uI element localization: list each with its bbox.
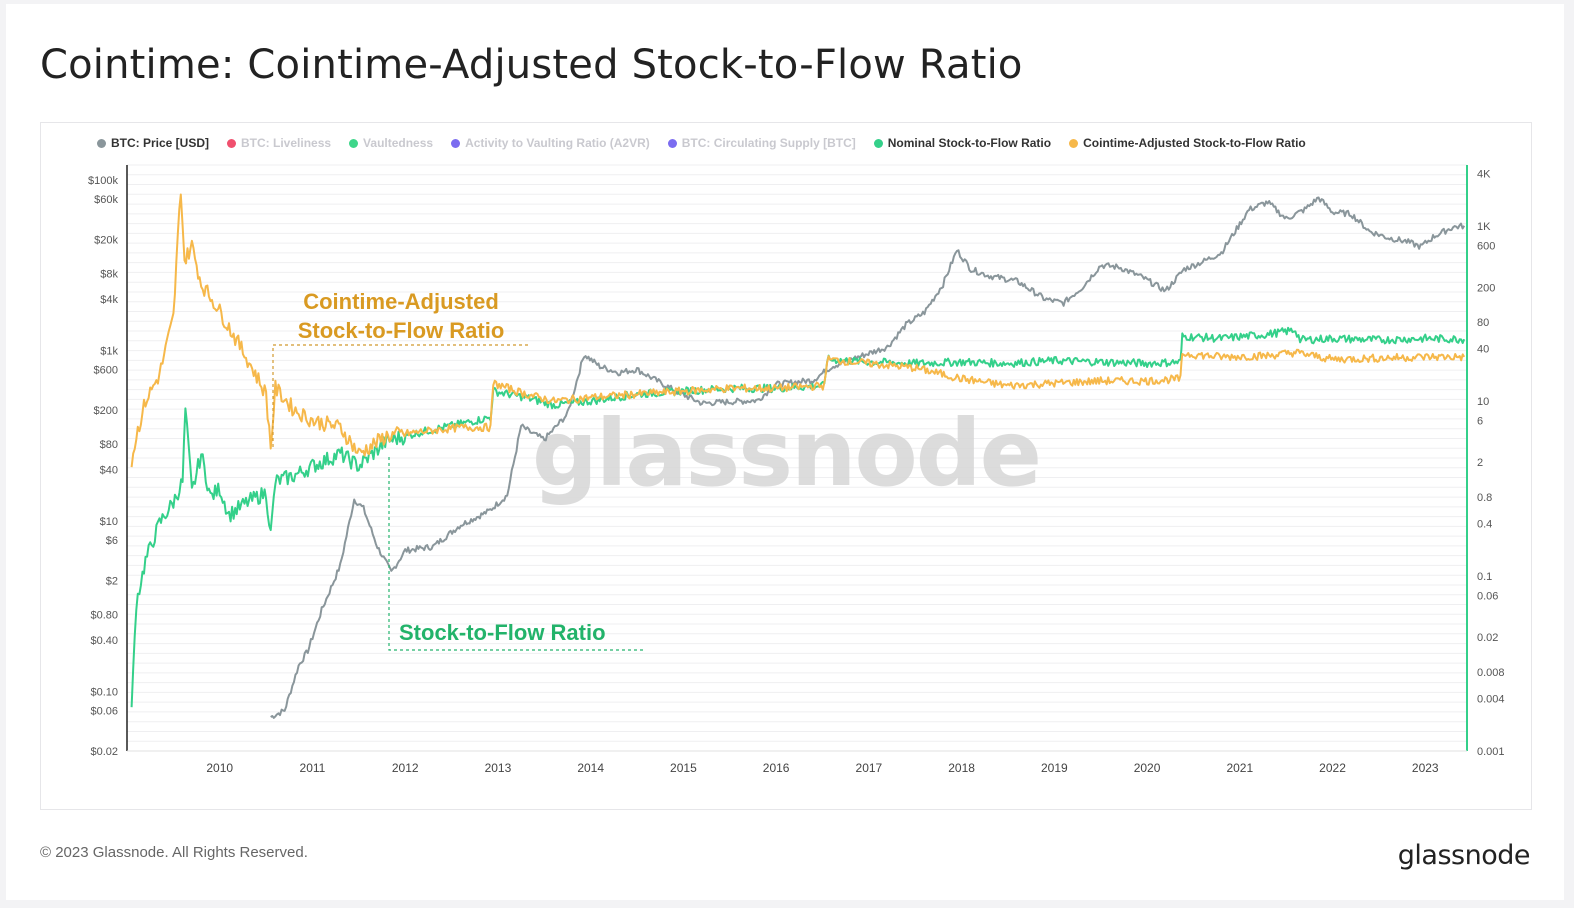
watermark-logo: glassnode	[532, 400, 1040, 507]
x-tick-label: 2019	[1041, 761, 1068, 775]
y-right-tick-label: 6	[1477, 416, 1483, 428]
y-left-tick-label: $0.40	[90, 635, 118, 647]
x-tick-label: 2011	[300, 761, 326, 775]
legend-item-nominal-stock-to-flow-ratio[interactable]: Nominal Stock-to-Flow Ratio	[873, 136, 1052, 150]
y-left-tick-label: $1k	[100, 345, 118, 357]
x-tick-label: 2014	[577, 761, 604, 775]
y-right-tick-label: 4K	[1477, 168, 1491, 180]
y-left-tick-label: $0.10	[90, 686, 118, 698]
y-left-tick-label: $100k	[88, 175, 118, 187]
x-tick-label: 2020	[1134, 761, 1161, 775]
y-right-tick-label: 0.004	[1477, 693, 1505, 705]
copyright-footer: © 2023 Glassnode. All Rights Reserved.	[40, 844, 308, 861]
y-left-tick-label: $8k	[100, 269, 118, 281]
cointime-callout-label-line2: Stock-to-Flow Ratio	[298, 318, 505, 343]
legend-item-vaultedness[interactable]: Vaultedness	[349, 136, 433, 150]
legend-item-btc-circulating-supply-btc[interactable]: BTC: Circulating Supply [BTC]	[667, 136, 856, 150]
axes	[126, 165, 1468, 752]
chart-area[interactable]: glassnode Cointime-Adjusted Stock-to-Flo…	[41, 123, 1531, 809]
legend-label: Cointime-Adjusted Stock-to-Flow Ratio	[1083, 136, 1306, 150]
y-right-tick-label: 40	[1477, 343, 1489, 355]
y-left-tick-label: $40	[100, 465, 118, 477]
y-right-tick-label: 600	[1477, 241, 1495, 253]
series-line-nominal-stock-to-flow-ratio[interactable]	[130, 326, 1466, 708]
legend-label: Vaultedness	[363, 136, 434, 150]
x-tick-label: 2021	[1226, 761, 1253, 775]
x-tick-label: 2013	[485, 761, 512, 775]
x-tick-label: 2022	[1319, 761, 1346, 775]
y-right-ticks: 4K 1K 600 200 80 40 10 6 2 0.8 0.4 0.1 0.06 0.02 0.008…	[1477, 168, 1505, 758]
y-left-tick-label: $2	[106, 576, 118, 588]
legend-item-cointime-adjusted-stock-to-flow-ratio[interactable]: Cointime-Adjusted Stock-to-Flow Ratio	[1069, 136, 1306, 150]
legend-dot-icon	[873, 138, 883, 148]
legend-dot-icon	[1069, 138, 1079, 148]
legend-label: BTC: Price [USD]	[111, 136, 210, 150]
page-title: Cointime: Cointime-Adjusted Stock-to-Flo…	[40, 42, 1023, 88]
legend-dot-icon	[227, 138, 237, 148]
legend-item-btc-price-usd[interactable]: BTC: Price [USD]	[97, 136, 209, 150]
y-right-tick-label: 0.1	[1477, 571, 1492, 583]
y-left-tick-label: $60k	[94, 194, 118, 206]
y-left-tick-label: $4k	[100, 294, 118, 306]
y-left-tick-label: $20k	[94, 235, 118, 247]
legend-label: Activity to Vaulting Ratio (A2VR)	[465, 136, 650, 150]
y-left-tick-label: $80	[100, 439, 118, 451]
series-line-cointime-adjusted-stock-to-flow-ratio[interactable]	[130, 193, 1466, 468]
x-tick-label: 2016	[763, 761, 790, 775]
legend-dot-icon	[349, 138, 359, 148]
y-right-tick-label: 200	[1477, 282, 1495, 294]
y-left-tick-label: $200	[94, 405, 118, 417]
x-tick-label: 2010	[206, 761, 233, 775]
y-right-tick-label: 0.06	[1477, 590, 1498, 602]
series-layer	[130, 193, 1466, 719]
legend-label: BTC: Liveliness	[241, 136, 332, 150]
legend-dot-icon	[667, 138, 677, 148]
stf-callout-line	[388, 457, 645, 651]
y-right-tick-label: 80	[1477, 317, 1489, 329]
y-right-tick-label: 0.8	[1477, 492, 1492, 504]
y-right-tick-label: 1K	[1477, 221, 1491, 233]
y-left-ticks: $100k $60k $20k $8k $4k $1k $600 $200 $80 $40 $10 $…	[88, 175, 118, 758]
x-tick-label: 2012	[392, 761, 419, 775]
legend-label: Nominal Stock-to-Flow Ratio	[887, 136, 1052, 150]
x-tick-label: 2015	[670, 761, 697, 775]
glassnode-logo: glassnode	[1397, 840, 1531, 871]
x-tick-label: 2018	[948, 761, 975, 775]
stf-callout-label: Stock-to-Flow Ratio	[399, 620, 606, 645]
x-ticks: 2010 2011 2012 2013 2014 2015 2016 2017 2018 2019…	[206, 761, 1439, 775]
y-left-tick-label: $10	[100, 516, 118, 528]
annotation-layer: Cointime-Adjusted Stock-to-Flow Ratio St…	[272, 289, 645, 651]
legend: BTC: Price [USD] BTC: Liveliness Vaultedne…	[97, 133, 1306, 153]
legend-dot-icon	[97, 138, 106, 148]
y-right-tick-label: 0.001	[1477, 746, 1505, 758]
y-left-tick-label: $0.02	[90, 746, 118, 758]
y-left-tick-label: $6	[106, 535, 118, 547]
legend-item-activity-to-vaulting-ratio-a2vr[interactable]: Activity to Vaulting Ratio (A2VR)	[451, 136, 650, 150]
legend-item-btc-liveliness[interactable]: BTC: Liveliness	[227, 136, 331, 150]
y-right-tick-label: 0.02	[1477, 632, 1498, 644]
x-tick-label: 2023	[1412, 761, 1439, 775]
x-tick-label: 2017	[856, 761, 883, 775]
series-line-btc-price-usd[interactable]	[270, 196, 1466, 719]
chart-card: glassnode Cointime-Adjusted Stock-to-Flo…	[40, 122, 1532, 810]
y-left-tick-label: $0.06	[90, 705, 118, 717]
legend-label: BTC: Circulating Supply [BTC]	[681, 136, 856, 150]
page: Cointime: Cointime-Adjusted Stock-to-Flo…	[6, 4, 1564, 900]
y-left-tick-label: $0.80	[90, 609, 118, 621]
y-right-tick-label: 10	[1477, 396, 1489, 408]
y-left-tick-label: $600	[94, 364, 118, 376]
cointime-callout-label-line1: Cointime-Adjusted	[303, 289, 499, 314]
y-right-tick-label: 2	[1477, 457, 1483, 469]
y-right-tick-label: 0.008	[1477, 667, 1505, 679]
y-right-tick-label: 0.4	[1477, 518, 1492, 530]
legend-dot-icon	[451, 138, 461, 148]
cointime-callout-line	[272, 344, 529, 447]
